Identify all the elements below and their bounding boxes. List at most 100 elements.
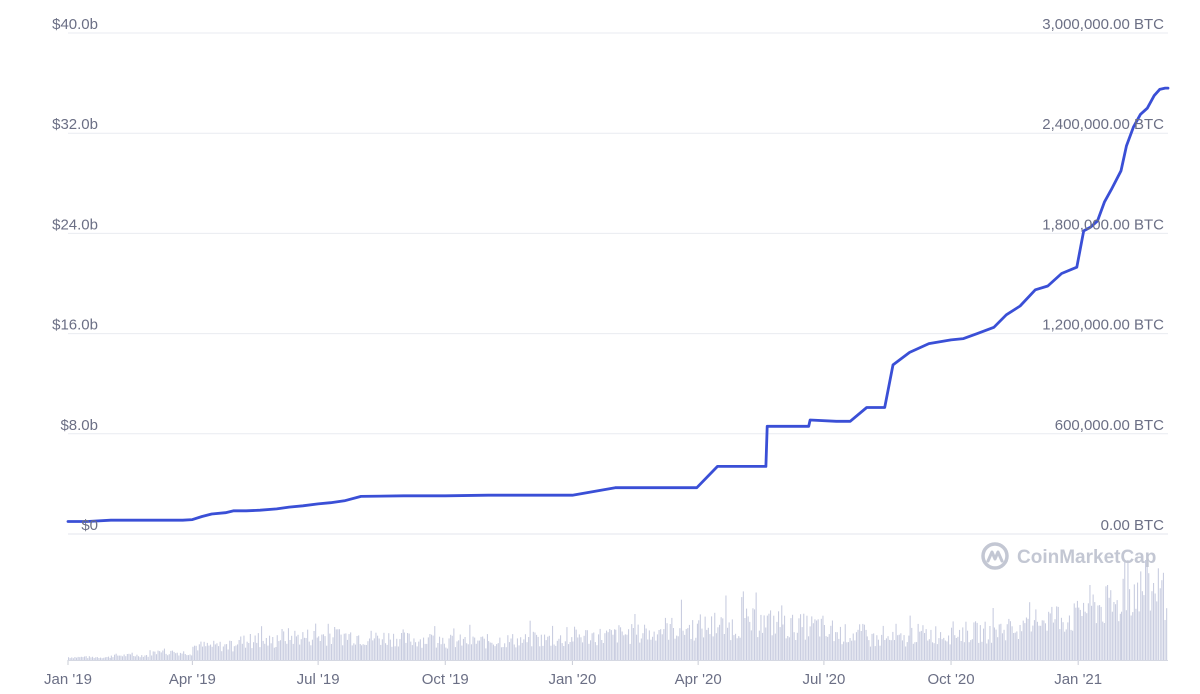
volume-bar <box>1062 622 1064 660</box>
volume-bar <box>967 630 969 660</box>
volume-bar <box>610 630 612 660</box>
volume-bar <box>590 640 592 660</box>
volume-bar <box>989 626 991 660</box>
volume-bar <box>505 647 507 660</box>
volume-bar <box>879 645 881 660</box>
volume-bar <box>353 643 355 660</box>
volume-bar <box>264 643 266 660</box>
volume-bar <box>749 621 751 660</box>
volume-bar <box>1111 611 1113 660</box>
volume-bar <box>405 642 407 660</box>
volume-bar <box>332 637 334 660</box>
volume-bar <box>1138 611 1140 660</box>
volume-bar <box>1001 633 1003 660</box>
volume-bar <box>1146 560 1148 660</box>
volume-bar <box>692 620 694 660</box>
volume-bar <box>674 638 676 660</box>
volume-bar <box>221 651 223 660</box>
volume-bar <box>634 614 636 660</box>
volume-bar <box>126 654 128 660</box>
volume-bar <box>370 630 372 660</box>
volume-bar <box>1118 621 1120 660</box>
volume-bar <box>272 637 274 660</box>
volume-bar <box>1029 602 1031 660</box>
coinmarketcap-logo-icon <box>981 542 1009 570</box>
volume-bar <box>847 642 849 660</box>
volume-bar <box>118 655 120 660</box>
volume-bar <box>373 638 375 660</box>
volume-bar <box>205 646 207 660</box>
volume-bar <box>1107 585 1109 660</box>
volume-bar <box>1008 618 1010 660</box>
volume-bar <box>292 643 294 660</box>
volume-bar <box>717 627 719 660</box>
volume-bar <box>1116 600 1118 660</box>
y-left-tick-label: $24.0b <box>52 216 98 233</box>
volume-bar <box>1036 621 1038 660</box>
volume-bar <box>470 644 472 660</box>
volume-bar <box>676 635 678 660</box>
volume-bar <box>843 641 845 660</box>
volume-bar <box>1014 632 1016 660</box>
volume-bar <box>407 633 409 660</box>
volume-bar <box>467 644 469 660</box>
volume-bar <box>261 626 263 660</box>
volume-bar <box>609 629 611 660</box>
volume-bar <box>854 640 856 660</box>
volume-bar <box>836 632 838 660</box>
volume-bar <box>542 645 544 660</box>
volume-bar <box>552 625 554 660</box>
volume-bar <box>580 637 582 660</box>
volume-bar <box>616 642 618 660</box>
volume-bar <box>427 637 429 660</box>
y-left-tick-label: $8.0b <box>60 417 98 434</box>
volume-bar <box>574 626 576 660</box>
volume-bar <box>819 636 821 660</box>
volume-bar <box>671 617 673 660</box>
volume-bar <box>857 629 859 660</box>
volume-bar <box>709 634 711 660</box>
volume-bar <box>1110 590 1112 660</box>
volume-bar <box>1108 597 1110 660</box>
y-left-tick-label: $32.0b <box>52 116 98 133</box>
volume-bar <box>556 640 558 660</box>
volume-bar <box>377 635 379 660</box>
volume-bar <box>130 654 132 660</box>
volume-bar <box>976 622 978 660</box>
volume-bar <box>905 646 907 660</box>
volume-bar <box>120 655 122 660</box>
volume-bar <box>393 633 395 660</box>
volume-bar <box>862 623 864 660</box>
volume-bar <box>213 640 215 660</box>
volume-bar <box>648 630 650 660</box>
volume-bar <box>1157 568 1159 660</box>
volume-bar <box>712 636 714 660</box>
volume-bar <box>722 618 724 660</box>
volume-bar <box>176 652 178 660</box>
volume-bar <box>986 643 988 660</box>
volume-bar <box>946 641 948 660</box>
volume-bar <box>801 627 803 660</box>
volume-bar <box>82 657 84 660</box>
volume-bar <box>365 645 367 660</box>
volume-bar <box>788 637 790 660</box>
volume-bar <box>253 642 255 660</box>
volume-bar <box>795 640 797 660</box>
volume-bar <box>68 657 70 660</box>
volume-bar <box>620 627 622 660</box>
volume-bar <box>1094 602 1096 660</box>
volume-bar <box>259 647 261 660</box>
volume-bar <box>906 642 908 660</box>
volume-bar <box>1133 584 1135 660</box>
volume-bar <box>1021 631 1023 660</box>
volume-bar <box>134 656 136 660</box>
volume-bar <box>550 645 552 660</box>
volume-bar <box>181 653 183 660</box>
volume-bar <box>380 644 382 660</box>
volume-bar <box>330 644 332 660</box>
volume-bar <box>224 644 226 660</box>
volume-bar <box>144 655 146 660</box>
volume-bar <box>1025 617 1027 660</box>
x-tick-label: Jul '19 <box>297 671 340 688</box>
volume-bar <box>187 655 189 660</box>
